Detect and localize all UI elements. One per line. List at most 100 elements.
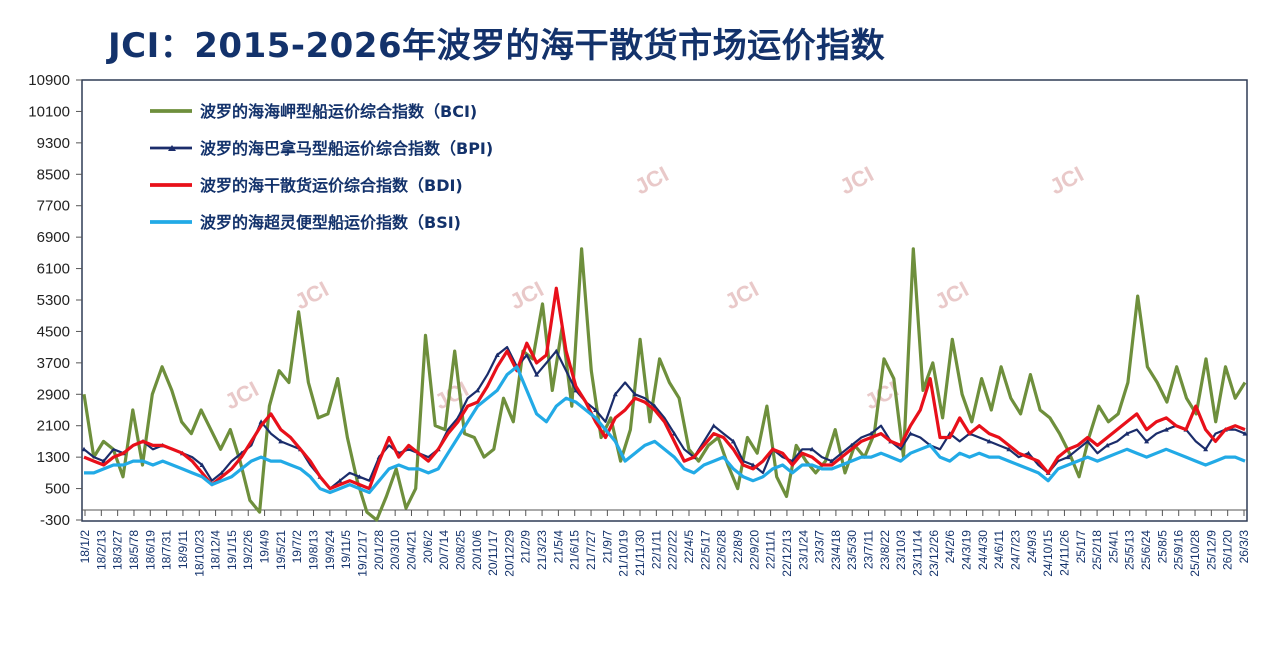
series-point-1 [868,431,874,436]
x-tick-label: 24/4/30 [976,530,990,570]
legend-label: 波罗的海干散货运价综合指数（BDI) [200,176,463,195]
x-tick-label: 26/1/20 [1221,530,1235,570]
watermark-text: JCI [931,276,973,314]
x-tick-label: 20/8/25 [453,530,467,570]
x-tick-label: 25/5/13 [1123,530,1137,570]
x-tick-label: 24/11/26 [1057,530,1071,576]
series-point-1 [730,438,736,444]
y-tick-label: 5300 [37,292,70,309]
x-tick-label: 18/6/19 [143,530,157,570]
y-tick-label: 7700 [37,198,70,215]
x-tick-label: 25/10/28 [1188,530,1202,577]
y-tick-label: 2100 [37,418,70,435]
x-tick-label: 21/5/4 [551,530,565,564]
x-tick-label: 23/8/22 [878,530,892,570]
series-point-1 [1124,431,1130,436]
series-point-1 [1065,454,1071,460]
watermark-text: JCI [221,376,263,414]
series-point-1 [986,438,992,444]
x-tick-label: 25/4/1 [1106,530,1120,564]
x-tick-label: 18/9/11 [176,530,190,569]
x-tick-label: 18/3/27 [111,530,125,570]
y-tick-label: 10100 [28,103,70,120]
x-tick-label: 23/11/14 [911,530,925,576]
x-tick-label: 21/3/23 [535,530,549,570]
x-tick-label: 18/1/2 [78,530,92,564]
x-tick-label: 24/9/3 [1025,530,1039,564]
series-point-1 [278,438,284,444]
x-tick-label: 22/5/17 [698,530,712,570]
x-tick-label: 18/7/31 [160,530,174,570]
x-tick-label: 21/9/7 [600,530,614,564]
watermark-text: JCI [1046,161,1088,199]
x-tick-label: 22/11/1 [764,530,778,569]
y-axis: -300 500 1300 2100 2900 3700 4500 5300 6100 6900 7… [28,72,82,529]
x-tick-label: 19/7/2 [290,530,304,564]
x-tick-label: 23/10/3 [894,530,908,570]
series-point-1 [534,372,540,377]
legend: 波罗的海海岬型船运价综合指数（BCI) 波罗的海巴拿马型船运价综合指数（BPI) 波… [150,102,493,232]
x-tick-label: 23/1/24 [796,530,810,570]
legend-marker [168,145,176,151]
series-point-1 [553,348,559,354]
y-tick-label: 2900 [37,386,70,403]
series-line-3 [84,365,1246,495]
series-point-1 [1144,438,1150,444]
series-point-1 [671,431,677,436]
x-tick-label: 21/6/15 [568,530,582,570]
y-tick-label: 6900 [37,229,70,246]
series-point-1 [907,431,913,436]
series-point-1 [1104,442,1110,448]
x-tick-label: 19/9/24 [323,530,337,570]
series-point-1 [632,391,638,397]
series-point-1 [1163,427,1169,432]
page-title: JCI：2015-2026年波罗的海干散货市场运价指数 [108,26,886,66]
watermark-text: JCI [291,276,333,314]
x-tick-label: 20/1/28 [372,530,386,570]
series-point-1 [337,478,343,483]
x-tick-label: 19/11/5 [339,530,353,569]
y-tick-label: 4500 [37,323,70,340]
series-point-1 [101,458,107,464]
x-tick-label: 19/4/9 [258,530,272,564]
x-tick-label: 25/9/16 [1172,530,1186,570]
series-point-1 [829,458,835,464]
watermark-text: JCI [721,276,763,314]
series-point-1 [1242,431,1248,436]
y-tick-label: 3700 [37,355,70,372]
series-point-1 [494,352,500,357]
x-tick-label: 23/12/26 [927,530,941,577]
x-tick-label: 23/5/30 [845,530,859,570]
y-tick-label: 6100 [37,261,70,278]
series-point-1 [1203,446,1209,452]
x-tick-label: 22/9/20 [747,530,761,570]
series-point-1 [1085,438,1091,444]
series-point-1 [809,446,815,452]
y-tick-label: 1300 [37,449,70,466]
x-tick-label: 23/3/7 [813,530,827,564]
x-tick-label: 21/10/19 [617,530,631,577]
x-tick-label: 20/7/14 [437,530,451,570]
x-tick-label: 26/3/3 [1237,530,1251,564]
x-tick-label: 20/3/10 [388,530,402,570]
series-line-0 [82,247,1247,522]
y-tick-label: 8500 [37,166,70,183]
series-point-1 [1006,446,1012,452]
x-tick-label: 18/12/4 [209,530,223,570]
watermark-text: JCI [836,161,878,199]
x-tick-label: 22/6/28 [715,530,729,570]
x-tick-label: 25/1/7 [1074,530,1088,564]
x-tick-label: 22/2/22 [666,530,680,570]
x-tick-label: 20/11/17 [486,530,500,576]
series-layer [81,247,1248,522]
x-tick-label: 19/12/17 [356,530,370,577]
y-tick-label: 10900 [28,72,70,89]
x-tick-label: 20/4/21 [404,530,418,570]
legend-label: 波罗的海巴拿马型船运价综合指数（BPI) [200,139,493,158]
x-tick-label: 18/5/78 [127,530,141,570]
watermark-text: JCI [631,161,673,199]
legend-label: 波罗的海超灵便型船运价指数（BSI) [200,213,461,232]
x-tick-label: 20/6/2 [421,530,435,564]
x-tick-label: 22/12/13 [780,530,794,577]
